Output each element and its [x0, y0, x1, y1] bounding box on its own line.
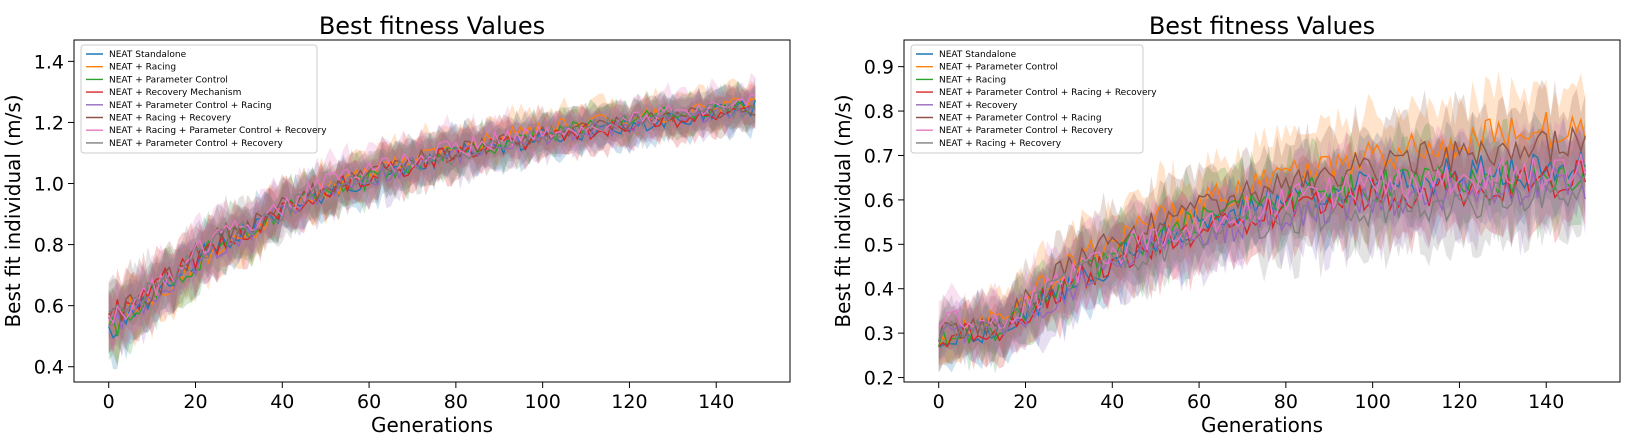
x-tick-label: 0 [103, 391, 115, 413]
plot-area [108, 72, 756, 370]
y-tick-label: 1.2 [34, 112, 64, 134]
x-tick-label: 80 [444, 391, 468, 413]
series-line-6 [938, 125, 1586, 342]
series-line-8 [938, 173, 1586, 342]
band-3 [108, 80, 756, 366]
legend-entry: NEAT + Parameter Control + Recovery [939, 126, 1114, 136]
band-4 [108, 83, 756, 355]
band-8 [938, 132, 1586, 362]
x-tick-label: 140 [698, 391, 734, 413]
y-tick-label: 0.8 [864, 101, 894, 123]
axes-frame [903, 39, 1621, 383]
band-1 [108, 76, 756, 370]
x-tick-label: 20 [183, 391, 207, 413]
legend-entry: NEAT Standalone [939, 50, 1017, 60]
x-tick-label: 140 [1528, 391, 1564, 413]
series-line-3 [938, 159, 1586, 348]
band-6 [938, 79, 1586, 368]
band-7 [938, 115, 1586, 358]
band-7 [108, 72, 756, 355]
series-line-7 [938, 153, 1586, 329]
y-tick-label: 1.4 [34, 51, 64, 73]
legend-entry: NEAT + Racing [939, 75, 1006, 85]
legend: NEAT Standalone NEAT + Parameter Control N… [910, 44, 1157, 154]
legend-entry: NEAT + Recovery Mechanism [109, 88, 241, 98]
y-tick-label: 0.6 [34, 296, 64, 318]
y-tick-label: 0.6 [864, 190, 894, 212]
y-tick-label: 0.3 [864, 323, 894, 345]
x-tick-label: 80 [1274, 391, 1298, 413]
chart-2: 0 20 40 60 80 100 120 140 0.2 0.3 0.4 0.5 0.6 0.7 0.8 0… [831, 12, 1621, 437]
legend-entry: NEAT + Parameter Control + Recovery [109, 139, 284, 149]
band-2 [108, 78, 756, 365]
chart-title: Best fitness Values [319, 12, 545, 40]
legend-entry: NEAT + Parameter Control + Racing [939, 114, 1102, 124]
y-axis-label: Best fit individual (m/s) [831, 94, 855, 327]
legend-box [910, 44, 1144, 154]
legend: NEAT Standalone NEAT + Racing NEAT + Param… [80, 44, 327, 154]
x-tick-label: 120 [611, 391, 647, 413]
x-tick-label: 40 [1100, 391, 1124, 413]
x-tick-label: 0 [933, 391, 945, 413]
y-tick-label: 0.8 [34, 235, 64, 257]
y-tick-label: 0.5 [864, 234, 894, 256]
x-tick-label: 100 [525, 391, 561, 413]
legend-entry: NEAT Standalone [109, 50, 187, 60]
legend-entry: NEAT + Racing + Parameter Control + Reco… [109, 126, 327, 136]
x-axis-label: Generations [371, 413, 493, 437]
chart-1: 0 20 40 60 80 100 120 140 0.4 0.6 0.8 1.0 1.2 1.4 Best… [1, 12, 791, 437]
x-tick-label: 60 [357, 391, 381, 413]
legend-entry: NEAT + Racing [109, 63, 176, 73]
x-tick-label: 100 [1355, 391, 1391, 413]
y-tick-label: 0.7 [864, 145, 894, 167]
chart-title: Best fitness Values [1149, 12, 1375, 40]
legend-entry: NEAT + Parameter Control + Racing + Reco… [939, 88, 1157, 98]
band-6 [108, 84, 756, 355]
series-line-4 [938, 160, 1586, 348]
x-axis-label: Generations [1201, 413, 1323, 437]
x-tick-label: 60 [1187, 391, 1211, 413]
legend-box [80, 44, 318, 154]
legend-entry: NEAT + Recovery [939, 101, 1018, 111]
y-tick-label: 1.0 [34, 174, 64, 196]
series-line-8 [108, 102, 756, 315]
band-2 [938, 71, 1586, 365]
legend-entry: NEAT + Racing + Recovery [109, 114, 232, 124]
plot-area [938, 71, 1586, 374]
axes-frame [73, 39, 791, 383]
legend-entry: NEAT + Racing + Recovery [939, 139, 1062, 149]
legend-entry: NEAT + Parameter Control [939, 63, 1058, 73]
y-tick-label: 0.4 [864, 279, 894, 301]
y-tick-label: 0.9 [864, 57, 894, 79]
y-tick-label: 0.2 [864, 368, 894, 390]
x-tick-label: 40 [270, 391, 294, 413]
x-tick-label: 20 [1013, 391, 1037, 413]
y-axis-label: Best fit individual (m/s) [1, 94, 25, 327]
x-tick-label: 120 [1441, 391, 1477, 413]
legend-entry: NEAT + Parameter Control + Racing [109, 101, 272, 111]
legend-entry: NEAT + Parameter Control [109, 75, 228, 85]
y-tick-label: 0.4 [34, 357, 64, 379]
